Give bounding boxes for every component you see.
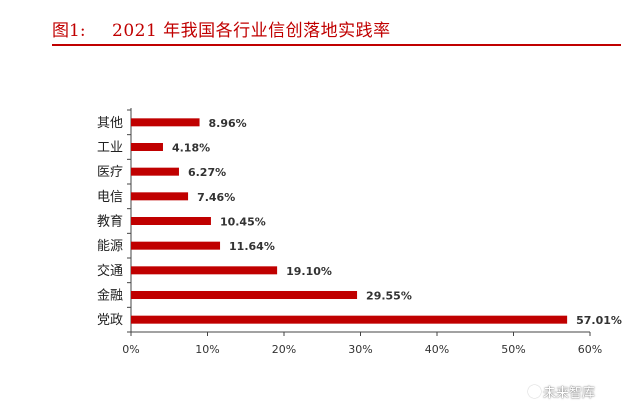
watermark-text: 未来智库 [543, 386, 596, 401]
bar [131, 217, 211, 225]
bar [131, 291, 358, 299]
bar [131, 118, 200, 127]
bar [131, 315, 568, 324]
x-tick-label: 30% [348, 343, 372, 356]
value-label: 7.46% [197, 191, 235, 204]
bar [131, 167, 179, 176]
bar [131, 266, 278, 275]
category-label: 电信 [97, 190, 123, 205]
figure-label: 图1: [52, 21, 86, 41]
x-tick-label: 50% [501, 343, 525, 356]
figure-header: 图1: 2021 年我国各行业信创落地实践率 [0, 0, 625, 50]
value-label: 10.45% [220, 216, 266, 229]
value-label: 4.18% [172, 142, 210, 155]
value-label: 19.10% [286, 265, 332, 278]
bar [131, 192, 189, 201]
category-label: 教育 [97, 214, 123, 230]
category-label: 金融 [97, 288, 123, 304]
figure-title: 2021 年我国各行业信创落地实践率 [112, 21, 391, 41]
category-label: 工业 [97, 141, 123, 156]
category-label: 能源 [97, 239, 123, 254]
x-tick-label: 20% [272, 343, 296, 356]
bar [131, 143, 163, 151]
category-label: 党政 [97, 313, 123, 328]
category-label: 医疗 [97, 165, 123, 180]
value-label: 8.96% [209, 117, 247, 130]
category-label: 其他 [97, 116, 123, 131]
value-label: 57.01% [576, 314, 622, 327]
bar [131, 241, 221, 250]
watermark: 未来智库 [528, 382, 595, 401]
x-tick-label: 40% [425, 343, 449, 356]
watermark-logo-icon [528, 385, 541, 398]
value-label: 11.64% [229, 240, 275, 253]
value-label: 6.27% [188, 166, 226, 179]
x-tick-label: 10% [195, 343, 219, 356]
category-label: 交通 [97, 263, 123, 279]
header-rule [52, 44, 621, 46]
x-tick-label: 0% [122, 343, 139, 356]
x-tick-label: 60% [578, 343, 602, 356]
value-label: 29.55% [366, 290, 412, 303]
